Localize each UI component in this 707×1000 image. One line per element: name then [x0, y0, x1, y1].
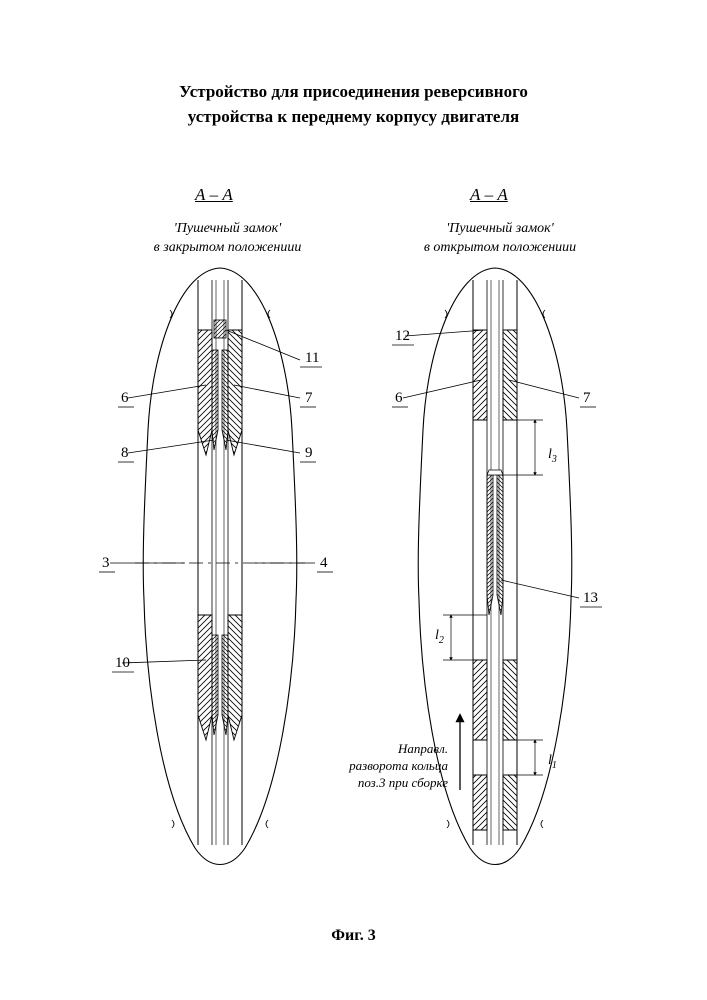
diagram-svg: [0, 0, 707, 1000]
page: Устройство для присоединения реверсивног…: [0, 0, 707, 1000]
right-figure: [403, 268, 579, 865]
left-figure: [110, 268, 315, 865]
